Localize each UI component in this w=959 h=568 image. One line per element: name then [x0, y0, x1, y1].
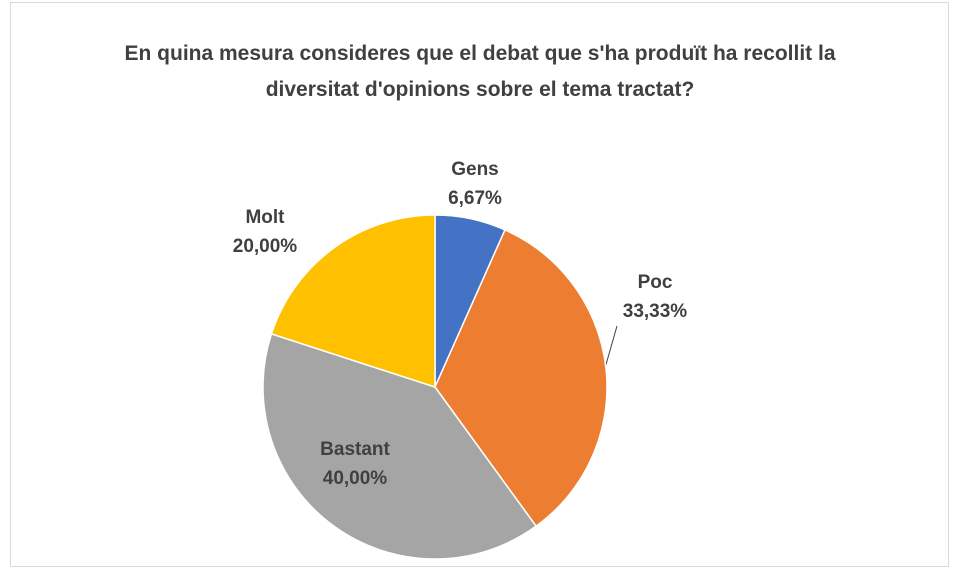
slice-value-label: 20,00% [233, 236, 298, 257]
slice-value-label: 6,67% [448, 188, 502, 209]
slice-value-label: 40,00% [323, 468, 388, 489]
leader-line [604, 325, 618, 369]
chart-title: En quina mesura consideres que el debat … [124, 42, 836, 101]
chart-border [10, 2, 949, 567]
slice-category-label: Bastant [320, 439, 390, 460]
slice-value-label: 33,33% [623, 301, 688, 322]
slice-category-label: Gens [451, 159, 499, 180]
pie-slice [270, 214, 436, 389]
pie-slice [262, 332, 538, 560]
slice-category-label: Molt [245, 207, 285, 228]
pie-slice [434, 228, 608, 528]
slice-category-label: Poc [638, 272, 673, 293]
